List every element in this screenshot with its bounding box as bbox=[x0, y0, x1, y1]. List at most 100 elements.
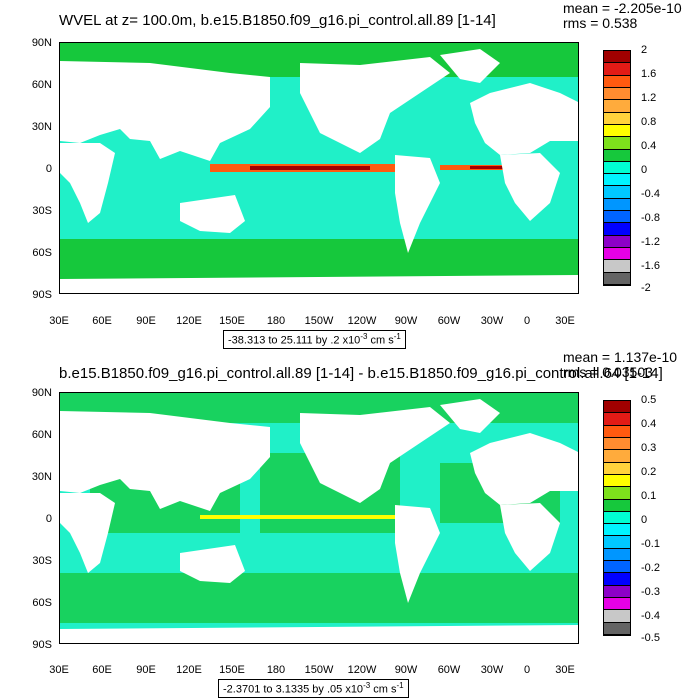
colorbar-swatch bbox=[604, 260, 630, 273]
colorbar-swatch bbox=[604, 100, 630, 113]
lon-label: 180 bbox=[266, 664, 286, 676]
colorbar-swatch bbox=[604, 112, 630, 125]
colorbar-label: 0.5 bbox=[641, 394, 657, 406]
lon-label: 90E bbox=[136, 315, 156, 327]
colorbar-swatch bbox=[604, 487, 630, 500]
colorbar-swatch bbox=[604, 223, 630, 236]
lon-label: 150E bbox=[219, 664, 245, 676]
lon-label: 0 bbox=[523, 664, 531, 676]
colorbar-label: -0.8 bbox=[641, 212, 660, 224]
colorbar-swatch bbox=[604, 548, 630, 562]
colorbar-label: -0.1 bbox=[641, 538, 660, 550]
colorbar-swatch bbox=[604, 511, 630, 525]
colorbar-swatch bbox=[604, 437, 630, 451]
colorbar-swatch bbox=[604, 186, 630, 199]
map-plot bbox=[59, 42, 579, 294]
lon-label: 30E bbox=[49, 664, 69, 676]
colorbar-label: 0 bbox=[641, 164, 648, 176]
colorbar-swatch bbox=[604, 137, 630, 150]
colorbar-swatch bbox=[604, 474, 630, 488]
colorbar-swatch bbox=[604, 63, 630, 76]
colorbar-label: -0.3 bbox=[641, 586, 660, 598]
lat-label: 90N bbox=[31, 387, 52, 399]
mean-value: mean = 1.137e-10 bbox=[563, 349, 678, 365]
colorbar-label: 2 bbox=[641, 44, 648, 56]
lon-label: 30W bbox=[480, 664, 504, 676]
colorbar-swatch bbox=[604, 561, 630, 574]
panel-full-field: WVEL at z= 100.0m, b.e15.B1850.f09_g16.p… bbox=[31, 0, 682, 349]
lat-label: 90S bbox=[32, 289, 52, 301]
lat-label: 60S bbox=[32, 247, 52, 259]
colorbar-label: -0.2 bbox=[641, 562, 660, 574]
colorbar-swatch bbox=[604, 149, 630, 162]
colorbar-swatch bbox=[604, 51, 630, 64]
lon-label: 30E bbox=[555, 315, 575, 327]
colorbar-swatches bbox=[603, 50, 631, 286]
colorbar-swatch bbox=[604, 248, 630, 261]
lat-label: 90S bbox=[32, 639, 52, 651]
lon-label: 120W bbox=[347, 315, 377, 327]
lat-label: 60N bbox=[31, 79, 52, 91]
colorbar-swatch bbox=[604, 610, 630, 623]
map-field bbox=[60, 43, 578, 293]
lat-label: 60N bbox=[31, 429, 52, 441]
colorbar-swatch bbox=[604, 462, 630, 475]
colorbar-swatch bbox=[604, 536, 630, 549]
plot-title: WVEL at z= 100.0m, b.e15.B1850.f09_g16.p… bbox=[59, 12, 496, 29]
colorbar-label: 0.4 bbox=[641, 418, 657, 430]
colorbar-swatches bbox=[603, 400, 631, 636]
lon-label: 120E bbox=[176, 664, 202, 676]
lat-label: 30S bbox=[32, 205, 52, 217]
colorbar-label: 1.6 bbox=[641, 68, 657, 80]
colorbar-swatch bbox=[604, 598, 630, 611]
colorbar-swatch bbox=[604, 425, 630, 438]
colorbar-swatch bbox=[604, 585, 630, 599]
colorbar-label: -0.5 bbox=[641, 632, 660, 644]
colorbar-label: -1.2 bbox=[641, 236, 660, 248]
contour-range-label: -2.3701 to 3.1335 by .05 x10-3 cm s-1 bbox=[218, 679, 409, 698]
colorbar-swatch bbox=[604, 198, 630, 212]
colorbar-swatch bbox=[604, 87, 630, 101]
lat-label: 0 bbox=[45, 163, 52, 175]
colorbar-swatch bbox=[604, 235, 630, 249]
colorbar-swatch bbox=[604, 161, 630, 175]
lon-label: 90W bbox=[394, 315, 418, 327]
colorbar-swatch bbox=[604, 524, 630, 537]
colorbar-swatch bbox=[604, 573, 630, 586]
panel-difference-field: b.e15.B1850.f09_g16.pi_control.all.89 [1… bbox=[0, 350, 700, 700]
colorbar-label: -0.4 bbox=[641, 188, 660, 200]
lon-label: 30E bbox=[49, 315, 69, 327]
colorbar-label: 1.2 bbox=[641, 92, 657, 104]
lon-label: 30E bbox=[555, 664, 575, 676]
colorbar-swatch bbox=[604, 499, 630, 512]
colorbar-label: 0.3 bbox=[641, 442, 657, 454]
map-plot bbox=[59, 392, 579, 644]
plot-title: b.e15.B1850.f09_g16.pi_control.all.89 [1… bbox=[59, 365, 663, 382]
colorbar-label: 0.8 bbox=[641, 116, 657, 128]
lon-label: 60E bbox=[92, 315, 112, 327]
lon-label: 30W bbox=[480, 315, 504, 327]
lat-label: 0 bbox=[45, 513, 52, 525]
lon-label: 60W bbox=[437, 315, 461, 327]
colorbar-label: 0.1 bbox=[641, 490, 657, 502]
colorbar-swatch bbox=[604, 211, 630, 224]
rms-value: rms = 0.538 bbox=[563, 15, 638, 31]
lon-label: 0 bbox=[523, 315, 531, 327]
colorbar-swatch bbox=[604, 75, 630, 88]
contour-range-label: -38.313 to 25.111 by .2 x10-3 cm s-1 bbox=[223, 330, 406, 349]
lat-label: 30N bbox=[31, 471, 52, 483]
lon-label: 90E bbox=[136, 664, 156, 676]
colorbar-label: 0 bbox=[641, 514, 648, 526]
colorbar-swatch bbox=[604, 174, 630, 187]
colorbar-label: -1.6 bbox=[641, 260, 660, 272]
lon-label: 90W bbox=[394, 664, 418, 676]
lon-label: 180 bbox=[266, 315, 286, 327]
mean-value: mean = -2.205e-10 bbox=[563, 0, 682, 16]
colorbar-label: 0.2 bbox=[641, 466, 657, 478]
lon-label: 120E bbox=[176, 315, 202, 327]
lat-label: 30S bbox=[32, 555, 52, 567]
lon-label: 120W bbox=[347, 664, 377, 676]
colorbar-label: -0.4 bbox=[641, 610, 660, 622]
rms-value: rms = 0.03503 bbox=[563, 364, 653, 380]
lon-label: 60W bbox=[437, 664, 461, 676]
